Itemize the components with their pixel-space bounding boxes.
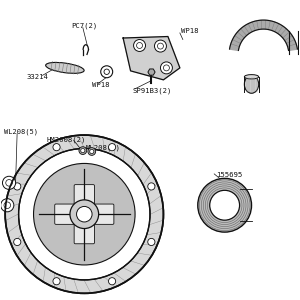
Text: 33214: 33214	[26, 74, 48, 80]
FancyBboxPatch shape	[74, 184, 94, 205]
Circle shape	[4, 202, 11, 208]
Circle shape	[198, 178, 251, 232]
Circle shape	[148, 183, 155, 190]
Circle shape	[70, 200, 99, 229]
Text: SP91B3(2): SP91B3(2)	[132, 87, 172, 94]
Ellipse shape	[244, 75, 259, 79]
FancyBboxPatch shape	[74, 224, 94, 244]
Circle shape	[210, 190, 240, 220]
Circle shape	[158, 43, 164, 49]
Circle shape	[154, 40, 166, 52]
Circle shape	[101, 66, 113, 78]
Text: WP18: WP18	[92, 82, 109, 88]
Circle shape	[88, 148, 96, 155]
Circle shape	[104, 69, 110, 74]
Circle shape	[164, 65, 169, 71]
Circle shape	[19, 148, 150, 280]
Circle shape	[76, 206, 92, 222]
Circle shape	[109, 144, 116, 151]
Circle shape	[79, 147, 87, 154]
Circle shape	[160, 62, 172, 74]
Text: WP18: WP18	[182, 28, 199, 34]
Circle shape	[6, 180, 12, 186]
Circle shape	[134, 40, 146, 52]
Circle shape	[34, 164, 135, 265]
Circle shape	[2, 176, 16, 189]
Circle shape	[14, 183, 21, 190]
Text: WL208(5): WL208(5)	[4, 129, 38, 135]
Text: 155695: 155695	[216, 172, 242, 178]
Circle shape	[53, 278, 60, 285]
Circle shape	[81, 148, 85, 153]
Ellipse shape	[244, 75, 259, 93]
Circle shape	[90, 149, 94, 154]
Text: HM2008(2): HM2008(2)	[47, 136, 86, 143]
Polygon shape	[230, 20, 297, 50]
Circle shape	[14, 238, 21, 246]
Circle shape	[109, 278, 116, 285]
Ellipse shape	[46, 62, 84, 73]
Circle shape	[53, 144, 60, 151]
Circle shape	[1, 199, 14, 212]
Circle shape	[5, 135, 164, 293]
Text: PC7(2): PC7(2)	[71, 23, 97, 29]
FancyBboxPatch shape	[55, 204, 75, 224]
FancyBboxPatch shape	[94, 204, 114, 224]
Circle shape	[136, 43, 142, 49]
Text: ML208(2): ML208(2)	[86, 145, 121, 151]
Polygon shape	[123, 37, 180, 80]
Circle shape	[148, 238, 155, 246]
